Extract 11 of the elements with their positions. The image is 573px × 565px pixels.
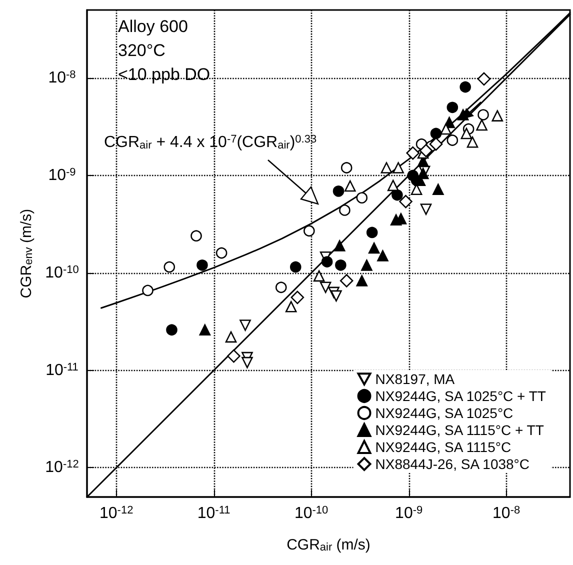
legend-label: NX8197, MA [375,371,456,387]
y-axis-title: CGRenv (m/s) [18,208,35,298]
legend-label: NX9244G, SA 1025°C + TT [375,388,546,404]
legend-label: NX9244G, SA 1025°C [375,405,514,421]
annotation: <10 ppb DO [118,65,210,84]
x-axis-title: CGRair (m/s) [286,536,370,554]
legend-label: NX8844J-26, SA 1038°C [375,456,530,472]
annotation: Alloy 600 [118,17,188,36]
legend-label: NX9244G, SA 1115°C + TT [375,422,544,438]
annotation: 320°C [118,41,166,60]
legend-label: NX9244G, SA 1115°C [375,439,512,455]
